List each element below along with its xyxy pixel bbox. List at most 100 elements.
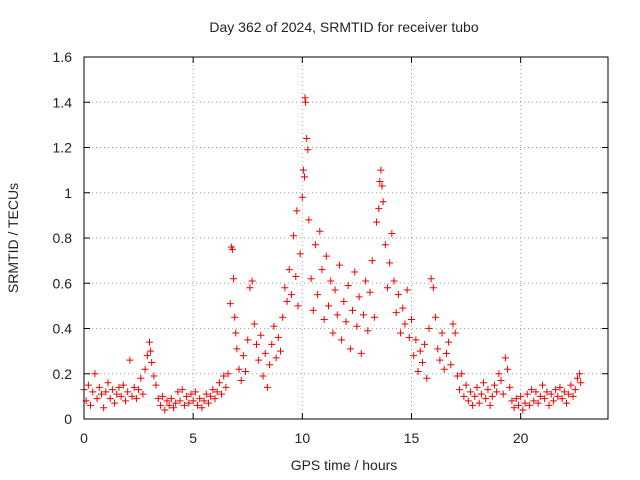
data-point (194, 401, 202, 409)
data-point (378, 182, 386, 190)
data-point (344, 282, 352, 290)
data-point (222, 383, 230, 391)
data-point (366, 288, 374, 296)
data-point (394, 291, 402, 299)
data-point (440, 365, 448, 373)
data-point (379, 198, 387, 206)
data-point (359, 311, 367, 319)
data-point (543, 388, 551, 396)
data-point (541, 395, 549, 403)
data-point (539, 381, 546, 389)
data-point (108, 386, 116, 394)
data-point (172, 399, 180, 407)
data-point (558, 395, 566, 403)
data-point (143, 352, 151, 360)
data-point (521, 399, 529, 407)
data-point (132, 395, 140, 403)
data-point (412, 336, 420, 344)
data-point (458, 370, 466, 378)
data-point (230, 275, 238, 283)
data-point (226, 300, 234, 308)
data-point (163, 397, 171, 405)
data-point (167, 395, 175, 403)
data-point (362, 277, 370, 285)
data-point (146, 338, 153, 346)
data-point (301, 173, 309, 181)
data-point (357, 349, 365, 357)
data-point (87, 401, 95, 409)
data-point (432, 313, 440, 321)
data-point (196, 395, 204, 403)
data-point (552, 386, 560, 394)
data-point (401, 320, 409, 328)
data-point (325, 302, 333, 310)
data-point (442, 349, 450, 357)
data-point (331, 286, 339, 294)
data-point (560, 388, 568, 396)
data-point (178, 386, 186, 394)
data-point (320, 315, 328, 323)
data-point (418, 358, 426, 366)
data-point (228, 245, 236, 253)
x-tick-label: 20 (513, 430, 529, 446)
data-point (121, 397, 129, 405)
data-point (139, 390, 147, 398)
data-point (124, 388, 132, 396)
data-point (183, 392, 191, 400)
data-point (423, 374, 431, 382)
data-point (215, 379, 223, 387)
data-point (464, 397, 472, 405)
data-point (97, 390, 105, 398)
data-point (410, 352, 418, 360)
data-point (161, 406, 169, 414)
data-point (266, 361, 274, 369)
data-point (207, 392, 215, 400)
data-point (261, 349, 269, 357)
data-point (403, 286, 411, 294)
data-point (209, 386, 217, 394)
data-point (174, 388, 182, 396)
data-point (514, 401, 522, 409)
data-point (224, 370, 232, 378)
data-point (466, 388, 474, 396)
data-point (504, 365, 512, 373)
data-point (480, 379, 488, 387)
data-point (93, 395, 101, 403)
data-point (296, 250, 304, 258)
data-point (130, 383, 138, 391)
data-point (148, 358, 156, 366)
data-point (244, 336, 252, 344)
x-tick-label: 5 (189, 430, 197, 446)
data-point (170, 404, 178, 412)
data-point (91, 370, 99, 378)
data-point (191, 388, 199, 396)
data-point (231, 313, 239, 321)
data-point (532, 388, 540, 396)
data-point (506, 383, 514, 391)
data-point (545, 401, 553, 409)
data-point (488, 392, 496, 400)
data-point (473, 383, 481, 391)
y-tick-label: 0.6 (53, 275, 73, 291)
data-point (220, 372, 228, 380)
data-point (567, 381, 575, 389)
y-tick-label: 0 (64, 411, 72, 427)
data-point (235, 365, 243, 373)
data-point (556, 383, 564, 391)
data-point (449, 320, 457, 328)
data-point (283, 297, 291, 305)
data-point (355, 293, 363, 301)
data-point (302, 98, 310, 106)
data-point (180, 401, 188, 409)
data-point (115, 383, 123, 391)
data-point (185, 399, 193, 407)
data-point (303, 134, 311, 142)
data-point (381, 241, 389, 249)
data-point (274, 334, 282, 342)
data-point (204, 399, 212, 407)
data-point (307, 275, 315, 283)
data-point (493, 388, 501, 396)
data-point (100, 404, 108, 412)
data-point (279, 313, 287, 321)
y-tick-label: 1 (64, 185, 72, 201)
